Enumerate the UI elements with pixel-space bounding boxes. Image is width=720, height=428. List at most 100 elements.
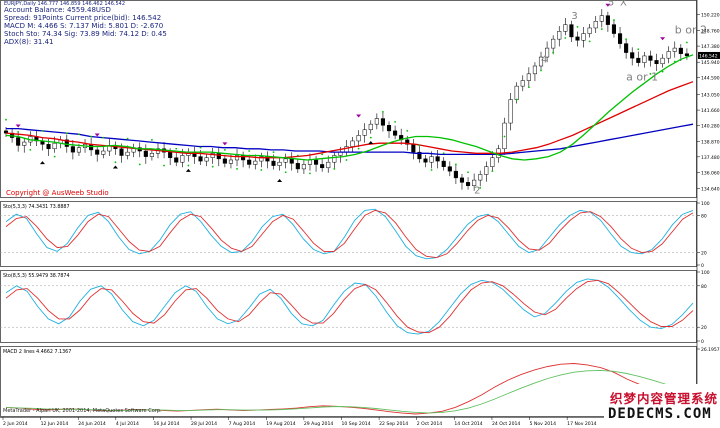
- candle-body-2: [16, 137, 21, 146]
- candle-body-23: [143, 150, 148, 157]
- macd-series-1: [5, 369, 694, 414]
- psar-dot-70: [430, 169, 433, 171]
- date-tick-label-7: 19 Aug 2014: [266, 421, 296, 427]
- candle-body-103: [630, 52, 635, 59]
- candle-body-47: [289, 158, 294, 164]
- candle-body-86: [526, 73, 531, 81]
- candle-body-105: [642, 55, 647, 63]
- date-tick-label-12: 14 Oct 2014: [454, 421, 482, 427]
- up-arrow-4: [368, 140, 374, 144]
- candle-body-61: [374, 118, 379, 125]
- candle-body-100: [611, 24, 617, 34]
- date-tick-label-11: 2 Oct 2014: [417, 421, 443, 427]
- psar-dot-98: [600, 28, 603, 30]
- date-tick-label-3: 4 Jul 2014: [116, 421, 139, 427]
- stoch2-title: Sto(8,5,3) 55.9479 38.7874: [3, 273, 70, 279]
- wave-label-6: 2: [474, 186, 480, 197]
- candle-body-84: [514, 85, 519, 100]
- candle-body-72: [441, 160, 446, 167]
- psar-dot-110: [673, 60, 676, 63]
- price-tick-label-7: 140.280: [701, 124, 720, 130]
- candle-body-24: [149, 153, 154, 157]
- candle-body-20: [125, 151, 130, 156]
- down-arrow-4: [605, 3, 611, 7]
- date-tick-label-14: 5 Nov 2014: [530, 421, 557, 427]
- candle-body-76: [466, 182, 471, 186]
- psar-dot-30: [187, 164, 190, 167]
- candle-body-46: [283, 158, 288, 163]
- candle-body-50: [307, 159, 313, 165]
- candle-body-28: [174, 157, 179, 163]
- price-tick-label-0: 150.220: [701, 12, 720, 18]
- psar-dot-4: [29, 148, 32, 151]
- psar-dot-62: [382, 110, 384, 113]
- candle-body-54: [332, 155, 337, 163]
- psar-dot-2: [17, 131, 20, 133]
- date-tick-label-6: 7 Aug 2014: [229, 421, 256, 427]
- candle-body-104: [636, 57, 641, 63]
- psar-dot-32: [199, 146, 202, 149]
- account-balance: Account Balance: 4559.48USD: [4, 6, 111, 14]
- candle-body-52: [320, 164, 325, 169]
- macd-tick-label-0: 26.1957: [701, 347, 720, 353]
- candle-body-51: [314, 159, 319, 165]
- candle-body-90: [551, 38, 556, 49]
- psar-dot-52: [321, 153, 324, 156]
- panel-frame-2: [0, 270, 697, 343]
- candle-body-53: [326, 161, 331, 169]
- candle-body-8: [52, 142, 57, 150]
- candle-body-80: [490, 157, 495, 167]
- candle-body-98: [599, 15, 604, 22]
- psar-dot-94: [576, 25, 579, 28]
- down-arrow-1: [94, 133, 100, 137]
- psar-dot-18: [114, 161, 117, 164]
- psar-dot-28: [175, 147, 178, 150]
- candle-body-94: [575, 36, 580, 41]
- candle-body-97: [593, 21, 598, 29]
- candle-body-10: [64, 139, 69, 147]
- psar-dot-50: [309, 172, 311, 175]
- candle-body-3: [22, 141, 27, 146]
- psar-dot-74: [454, 163, 457, 166]
- down-arrow-3: [356, 114, 362, 118]
- down-arrow-2: [222, 142, 228, 146]
- price-tick-label-4: 144.590: [701, 75, 720, 81]
- candle-body-101: [617, 33, 623, 44]
- candle-body-60: [368, 123, 373, 131]
- psar-dot-6: [41, 129, 44, 132]
- up-arrow-0: [39, 161, 45, 165]
- candle-body-48: [295, 163, 300, 170]
- psar-dot-40: [248, 150, 251, 152]
- candle-body-110: [672, 47, 677, 52]
- current-price-box: [698, 51, 720, 59]
- candle-body-83: [508, 99, 513, 124]
- candle-body-71: [435, 156, 440, 162]
- candle-body-34: [210, 153, 215, 158]
- candle-body-38: [234, 155, 240, 161]
- psar-dot-86: [527, 86, 530, 89]
- date-tick-label-1: 12 Jun 2014: [41, 421, 69, 427]
- date-tick-label-13: 24 Oct 2014: [492, 421, 520, 427]
- psar-dot-106: [649, 72, 652, 75]
- wave-label-1: 4: [541, 55, 547, 66]
- stoch1-series-0: [5, 208, 694, 260]
- watermark-line1: 织梦内容管理系统: [610, 391, 719, 406]
- date-tick-label-10: 22 Sep 2014: [379, 421, 408, 427]
- date-tick-label-4: 16 Jul 2014: [153, 421, 179, 427]
- psar-dot-34: [211, 165, 214, 168]
- price-tick-label-8: 138.870: [701, 139, 720, 145]
- candle-body-19: [119, 148, 124, 156]
- psar-dot-8: [53, 155, 56, 158]
- candle-body-35: [216, 153, 221, 160]
- price-tick-label-1: 148.760: [701, 29, 720, 35]
- psar-dot-102: [625, 38, 628, 41]
- psar-dot-60: [369, 136, 372, 139]
- psar-dot-56: [345, 159, 348, 161]
- psar-dot-26: [163, 164, 165, 167]
- macd-title: MACD 2 lines 4.4662 7.1367: [3, 349, 71, 355]
- watermark-line2: DEDECMS.COM: [608, 406, 712, 422]
- candle-body-57: [350, 140, 355, 147]
- candle-body-77: [472, 179, 477, 186]
- candle-body-112: [684, 53, 689, 57]
- candle-body-96: [587, 27, 592, 34]
